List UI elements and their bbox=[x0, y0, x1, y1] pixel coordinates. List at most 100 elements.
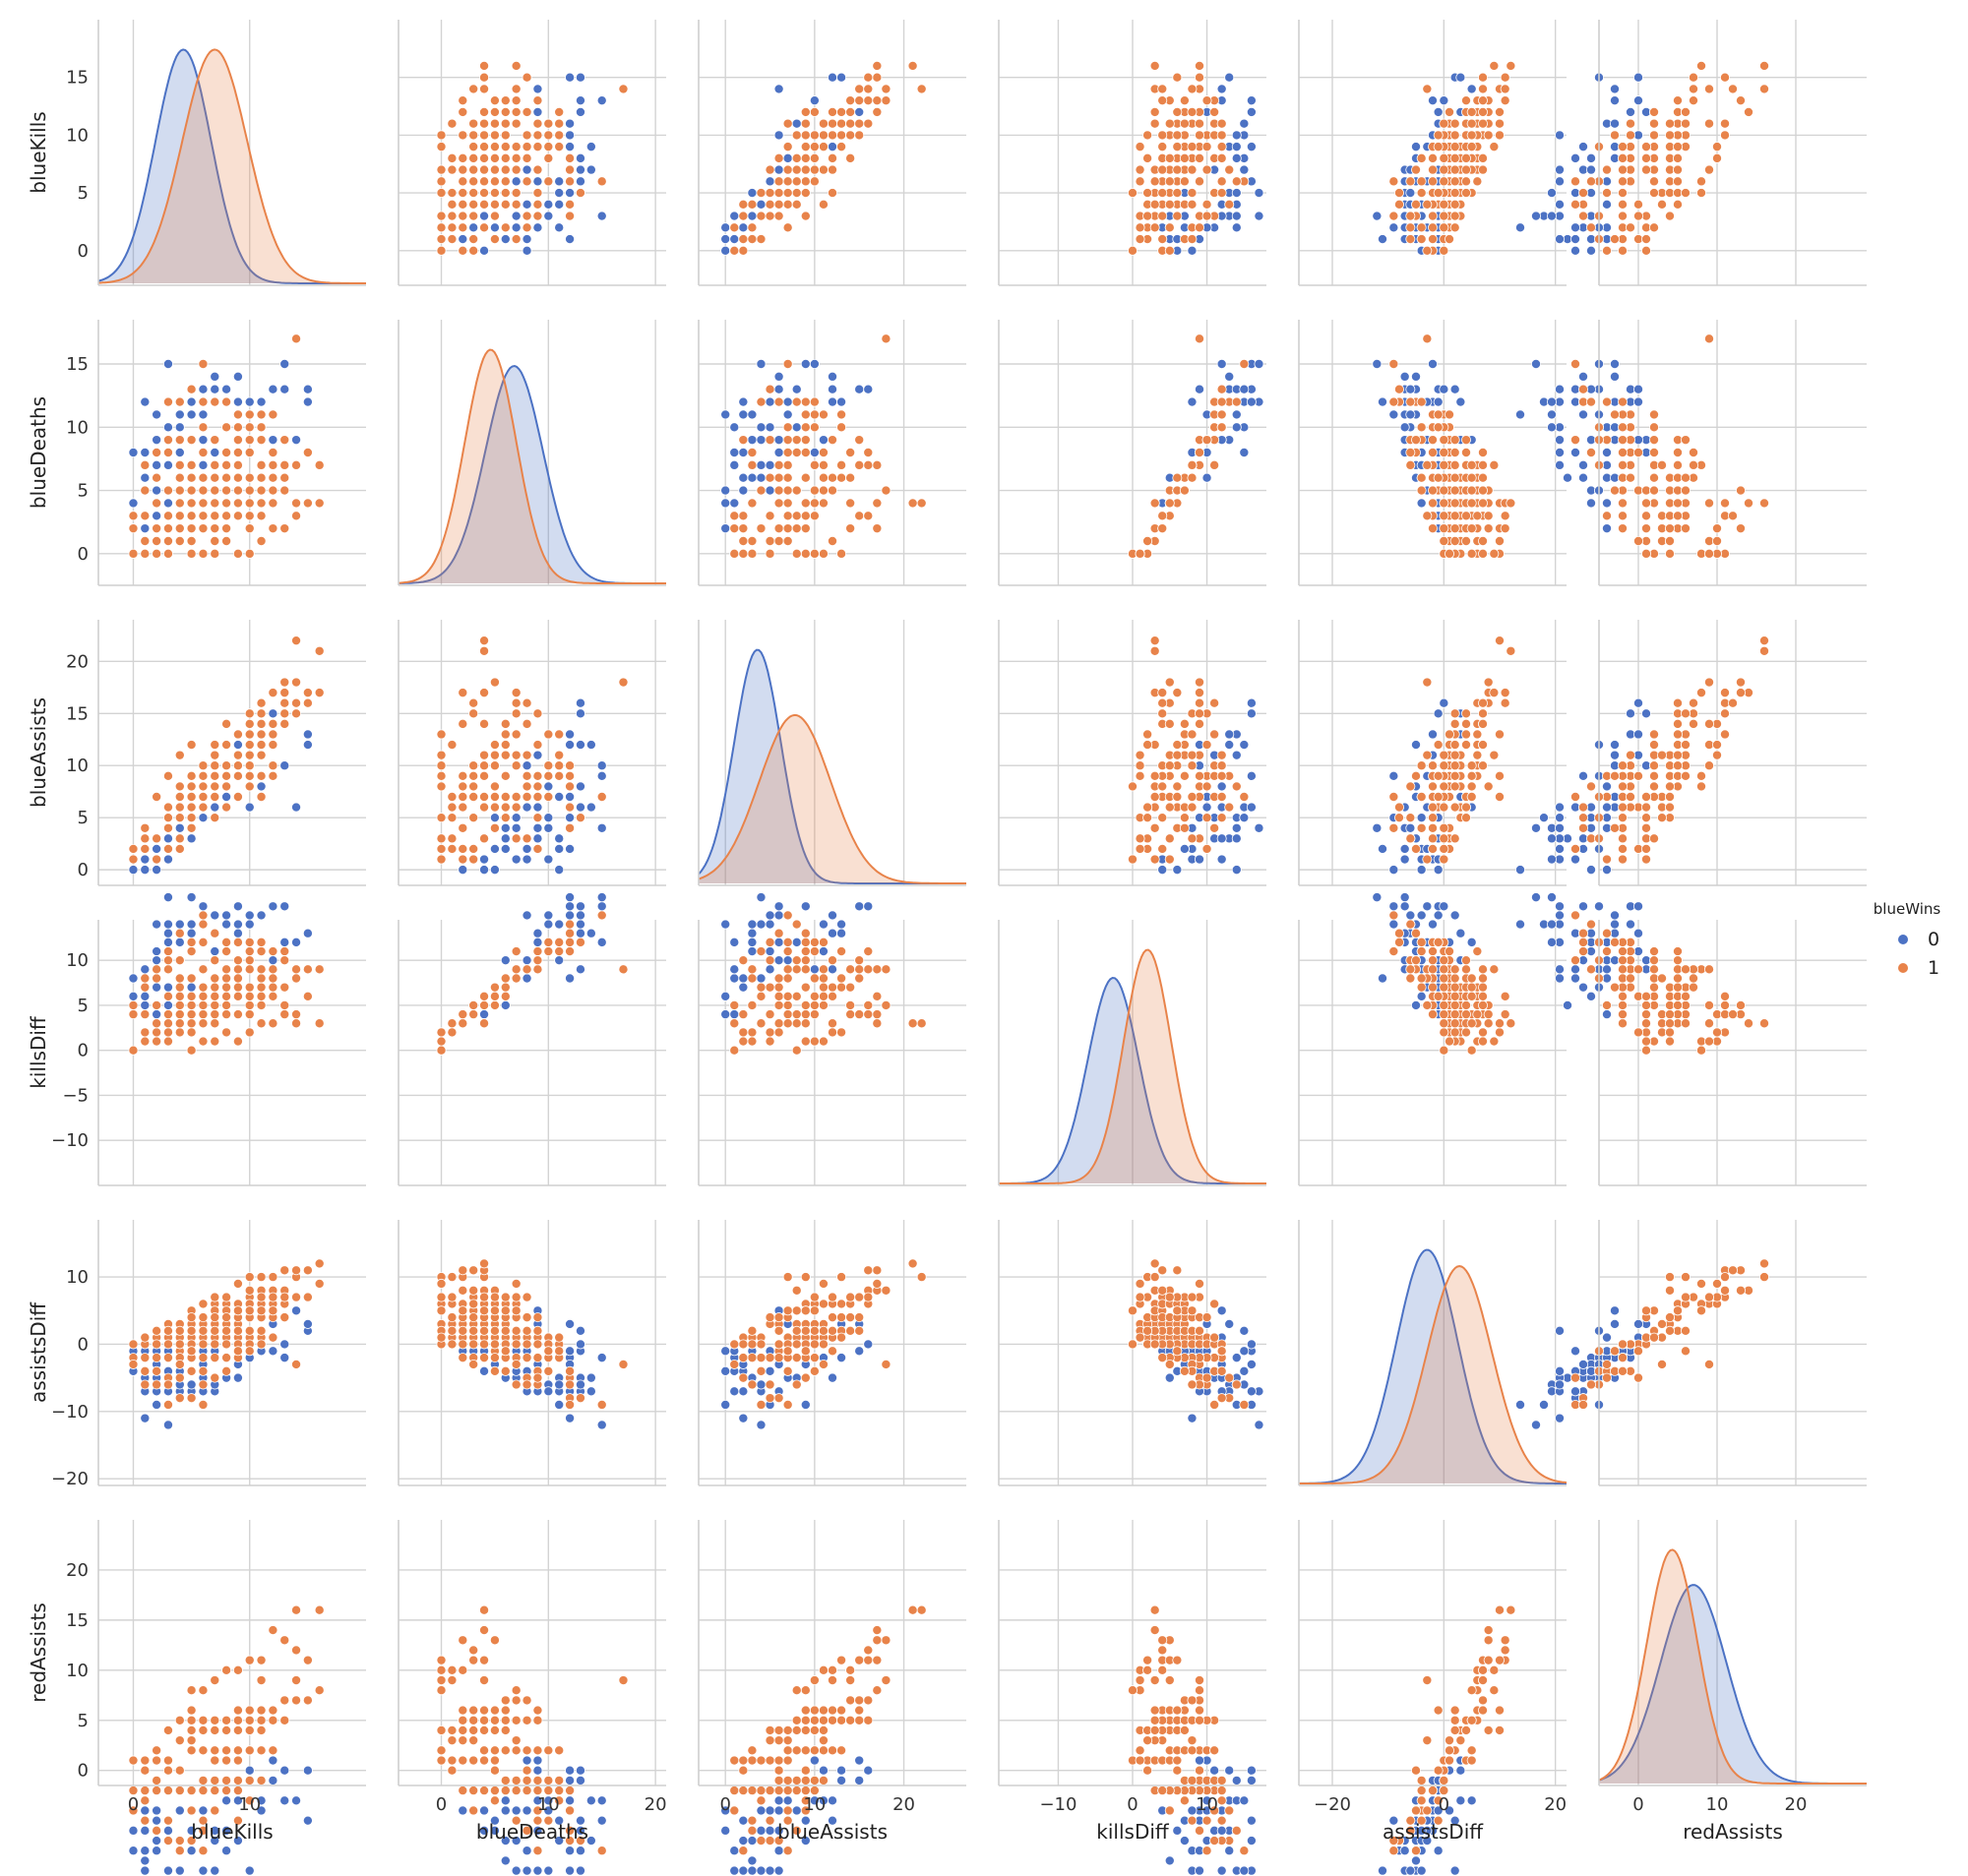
scatter-point-1 bbox=[1461, 536, 1472, 547]
scatter-point-0 bbox=[1633, 729, 1644, 740]
scatter-point-1 bbox=[738, 435, 749, 446]
scatter-point-1 bbox=[174, 1325, 185, 1336]
scatter-point-1 bbox=[1157, 813, 1168, 823]
scatter-point-1 bbox=[1216, 422, 1227, 433]
scatter-point-1 bbox=[291, 333, 302, 344]
scatter-point-0 bbox=[565, 1346, 576, 1357]
scatter-point-0 bbox=[152, 485, 162, 496]
scatter-point-0 bbox=[543, 211, 554, 221]
scatter-point-1 bbox=[828, 955, 838, 966]
scatter-point-1 bbox=[1164, 176, 1175, 187]
scatter-point-0 bbox=[1610, 95, 1621, 106]
scatter-point-0 bbox=[585, 1372, 596, 1383]
scatter-point-1 bbox=[1172, 781, 1183, 792]
scatter-point-1 bbox=[1500, 95, 1510, 106]
scatter-point-0 bbox=[522, 843, 532, 854]
scatter-point-1 bbox=[1681, 1325, 1691, 1336]
scatter-point-1 bbox=[1704, 1036, 1715, 1047]
scatter-point-0 bbox=[1411, 740, 1422, 751]
scatter-point-1 bbox=[210, 792, 220, 803]
scatter-point-1 bbox=[244, 498, 255, 509]
scatter-point-1 bbox=[791, 1045, 802, 1056]
scatter-point-1 bbox=[232, 750, 243, 760]
scatter-point-1 bbox=[800, 472, 811, 483]
scatter-point-1 bbox=[140, 548, 151, 559]
scatter-point-1 bbox=[436, 750, 447, 760]
scatter-point-0 bbox=[1555, 973, 1566, 984]
scatter-point-1 bbox=[1149, 792, 1160, 803]
panel-blueAssists-vs-killsDiff bbox=[998, 620, 1266, 886]
scatter-point-0 bbox=[244, 1865, 255, 1876]
scatter-point-1 bbox=[1570, 1372, 1581, 1383]
scatter-point-1 bbox=[1187, 802, 1198, 813]
scatter-point-1 bbox=[232, 1278, 243, 1289]
scatter-point-1 bbox=[221, 523, 232, 534]
scatter-point-1 bbox=[458, 222, 468, 233]
scatter-point-1 bbox=[782, 910, 793, 921]
scatter-point-0 bbox=[738, 222, 749, 233]
scatter-point-1 bbox=[1570, 955, 1581, 966]
scatter-point-1 bbox=[1466, 973, 1477, 984]
scatter-point-0 bbox=[256, 396, 267, 407]
scatter-point-1 bbox=[1610, 937, 1621, 947]
scatter-point-1 bbox=[809, 106, 820, 117]
scatter-point-0 bbox=[1378, 973, 1388, 984]
scatter-point-1 bbox=[468, 999, 479, 1010]
scatter-point-1 bbox=[1439, 781, 1449, 792]
scatter-point-1 bbox=[479, 750, 490, 760]
scatter-point-1 bbox=[1578, 946, 1589, 957]
scatter-point-1 bbox=[210, 1036, 220, 1047]
scatter-point-1 bbox=[174, 1359, 185, 1369]
scatter-point-1 bbox=[128, 854, 139, 865]
scatter-point-1 bbox=[447, 813, 458, 823]
scatter-point-0 bbox=[1231, 865, 1242, 876]
scatter-point-0 bbox=[1563, 472, 1573, 483]
scatter-point-1 bbox=[729, 1018, 740, 1029]
scatter-point-1 bbox=[162, 485, 173, 496]
scatter-point-0 bbox=[575, 708, 585, 719]
scatter-point-0 bbox=[221, 910, 232, 921]
scatter-point-1 bbox=[1416, 937, 1427, 947]
scatter-point-0 bbox=[1224, 1318, 1235, 1329]
scatter-point-1 bbox=[1179, 152, 1190, 163]
scatter-point-1 bbox=[1649, 472, 1660, 483]
scatter-point-1 bbox=[174, 833, 185, 844]
scatter-point-1 bbox=[782, 999, 793, 1010]
scatter-point-1 bbox=[1461, 435, 1472, 446]
scatter-point-0 bbox=[1578, 901, 1589, 912]
scatter-point-1 bbox=[747, 199, 758, 210]
scatter-point-1 bbox=[809, 1339, 820, 1350]
scatter-point-1 bbox=[1449, 176, 1460, 187]
scatter-point-1 bbox=[458, 188, 468, 199]
scatter-point-1 bbox=[854, 1009, 865, 1020]
scatter-point-1 bbox=[198, 1036, 209, 1047]
scatter-point-1 bbox=[1759, 645, 1770, 656]
scatter-point-1 bbox=[1720, 1285, 1731, 1296]
scatter-point-0 bbox=[575, 152, 585, 163]
scatter-point-1 bbox=[800, 964, 811, 975]
scatter-point-1 bbox=[809, 152, 820, 163]
scatter-point-0 bbox=[1586, 498, 1597, 509]
scatter-point-1 bbox=[1657, 973, 1668, 984]
scatter-point-0 bbox=[1239, 447, 1250, 457]
scatter-point-0 bbox=[1547, 919, 1558, 930]
scatter-point-1 bbox=[1681, 523, 1691, 534]
scatter-point-1 bbox=[302, 1292, 313, 1302]
scatter-point-1 bbox=[1461, 813, 1472, 823]
scatter-point-1 bbox=[162, 548, 173, 559]
scatter-point-0 bbox=[532, 937, 543, 947]
scatter-point-1 bbox=[791, 447, 802, 457]
scatter-point-1 bbox=[232, 1346, 243, 1357]
scatter-point-1 bbox=[1164, 199, 1175, 210]
scatter-point-1 bbox=[800, 1325, 811, 1336]
scatter-point-0 bbox=[1216, 854, 1227, 865]
scatter-point-1 bbox=[872, 1018, 883, 1029]
scatter-point-1 bbox=[836, 409, 847, 420]
y-tick-label: 0 bbox=[78, 1041, 89, 1061]
scatter-point-1 bbox=[738, 199, 749, 210]
scatter-point-0 bbox=[1539, 813, 1550, 823]
scatter-point-0 bbox=[302, 729, 313, 740]
scatter-point-1 bbox=[1416, 822, 1427, 833]
scatter-point-1 bbox=[511, 188, 522, 199]
scatter-point-1 bbox=[1449, 523, 1460, 534]
